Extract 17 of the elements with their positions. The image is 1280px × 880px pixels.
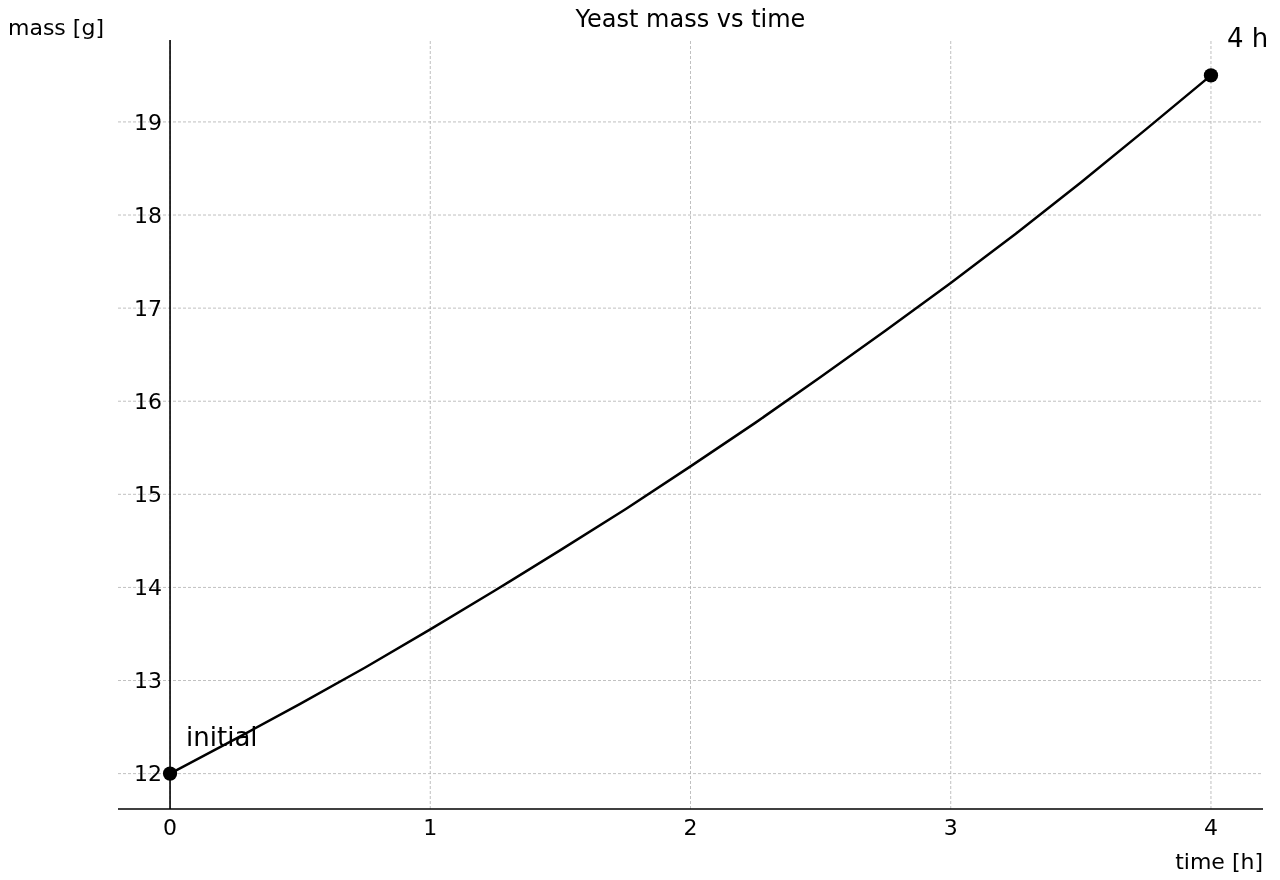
x-tick-label: 4 xyxy=(1203,815,1218,840)
x-tick-label: 3 xyxy=(943,815,958,840)
y-tick-label: 15 xyxy=(134,482,163,508)
annotation: 4 h xyxy=(1226,23,1269,54)
y-tick-label: 12 xyxy=(134,761,163,787)
x-axis-title: time [h] xyxy=(1175,849,1263,874)
y-tick-label: 14 xyxy=(134,575,163,601)
x-tick-label: 0 xyxy=(163,815,178,840)
x-tick-label: 2 xyxy=(683,815,698,840)
y-tick-label: 13 xyxy=(134,668,163,694)
y-tick-label: 19 xyxy=(134,109,163,135)
y-tick-label: 17 xyxy=(134,295,163,321)
y-tick-label: 18 xyxy=(134,202,163,228)
x-tick-label: 1 xyxy=(423,815,438,840)
chart-title: Yeast mass vs time xyxy=(574,5,806,33)
y-tick-label: 16 xyxy=(134,388,163,414)
y-axis-title: mass [g] xyxy=(8,15,104,40)
